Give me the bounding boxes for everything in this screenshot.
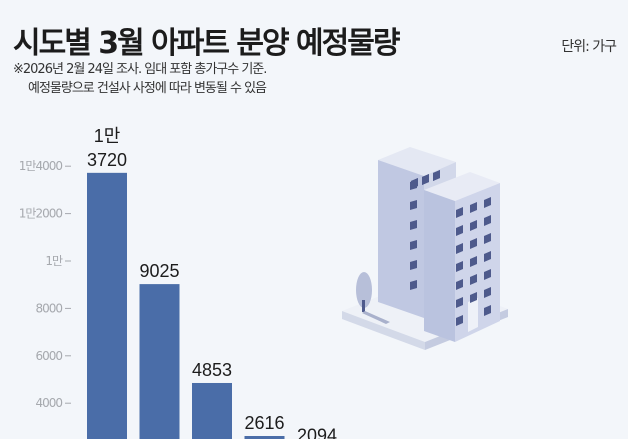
window	[470, 256, 477, 267]
window	[470, 220, 477, 231]
window	[456, 243, 463, 254]
window	[456, 225, 463, 236]
y-axis: 1만4000 1만2000 1만 8000 6000 4000	[19, 159, 71, 410]
data-label: 3720	[87, 150, 127, 170]
bar	[139, 284, 180, 439]
unit-label: 단위: 가구	[561, 39, 617, 55]
bars: 1만 3720 9025 4853 2616 2094	[87, 126, 337, 439]
window	[484, 305, 491, 316]
window	[410, 200, 417, 210]
y-tick-label: 6000	[35, 349, 62, 363]
window	[484, 287, 491, 298]
chart-title: 시도별 3월 아파트 분양 예정물량	[13, 26, 400, 61]
window	[484, 215, 491, 226]
window	[410, 260, 417, 270]
window	[410, 220, 417, 230]
y-tick-label: 1만4000	[19, 159, 63, 173]
window	[433, 170, 440, 181]
window	[470, 202, 477, 213]
data-label: 4853	[192, 360, 232, 380]
note-line-2: 예정물량으로 건설사 사정에 따라 변동될 수 있음	[28, 81, 267, 96]
window	[470, 274, 477, 285]
window	[484, 197, 491, 208]
apartment-buildings-icon	[342, 147, 508, 350]
window	[456, 261, 463, 272]
y-tick-label: 4000	[35, 396, 62, 410]
window	[470, 238, 477, 249]
data-label: 2616	[244, 413, 284, 433]
bar	[244, 436, 285, 439]
window	[410, 280, 417, 290]
window	[410, 240, 417, 250]
y-tick-label: 1만	[45, 254, 63, 268]
note-line-1: ※2026년 2월 24일 조사. 임대 포함 총가구수 기준.	[13, 62, 267, 77]
window	[456, 297, 463, 308]
window	[422, 174, 429, 185]
chart-note: ※2026년 2월 24일 조사. 임대 포함 총가구수 기준. 예정물량으로 …	[13, 60, 267, 98]
window	[470, 292, 477, 303]
window	[410, 180, 417, 190]
bar	[87, 172, 127, 439]
window	[484, 251, 491, 262]
bar	[192, 382, 232, 439]
window	[456, 315, 463, 326]
y-tick-label: 8000	[35, 301, 62, 315]
window	[456, 279, 463, 290]
window	[484, 269, 491, 280]
data-label: 2094	[297, 425, 337, 439]
data-label: 9025	[139, 261, 179, 281]
y-tick-label: 1만2000	[19, 207, 63, 221]
window	[484, 233, 491, 244]
data-label: 1만	[94, 126, 121, 146]
window	[456, 207, 463, 218]
